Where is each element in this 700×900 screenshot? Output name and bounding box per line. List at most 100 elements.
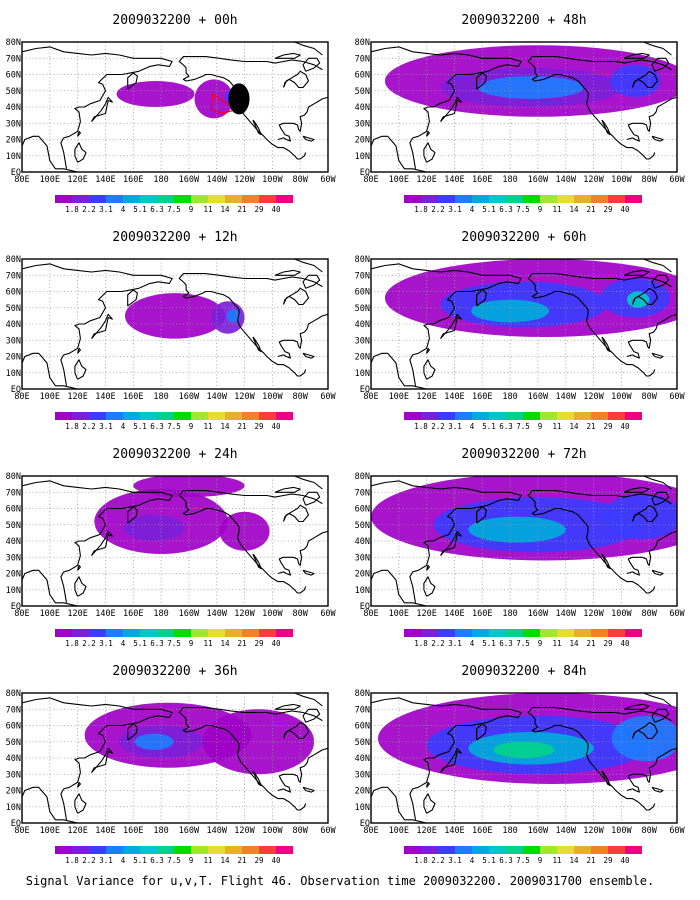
- variance-shading: [116, 79, 242, 119]
- x-tick-label: 80W: [642, 175, 658, 185]
- colorbar-label: 40: [271, 422, 281, 431]
- coastline: [178, 707, 323, 722]
- coastline: [371, 697, 522, 820]
- coastline: [631, 70, 659, 89]
- colorbar-swatch: [438, 412, 455, 420]
- map-frame: [370, 692, 678, 824]
- coastline: [77, 347, 81, 354]
- colorbar-label: 1.8: [65, 205, 79, 214]
- variance-shading: [124, 293, 245, 339]
- colorbar-swatch: [106, 846, 123, 854]
- coastline: [178, 56, 323, 71]
- colorbar-swatch: [557, 629, 574, 637]
- y-tick-label: EQ: [11, 168, 21, 178]
- y-tick-label: 70N: [355, 705, 370, 715]
- x-tick-label: 180: [502, 392, 517, 402]
- colorbar-swatch: [106, 195, 123, 203]
- colorbar-label: 11: [552, 205, 561, 214]
- y-tick-label: 10N: [355, 369, 370, 379]
- coastline: [127, 289, 138, 307]
- coastline: [178, 273, 323, 288]
- x-tick-label: 120W: [583, 826, 604, 836]
- coastline: [294, 693, 323, 707]
- colorbar-swatch: [174, 846, 191, 854]
- colorbar-swatch: [55, 846, 72, 854]
- x-tick-label: 160E: [123, 175, 143, 185]
- colorbar-label: 21: [237, 639, 246, 648]
- coastline: [77, 130, 81, 137]
- colorbar-swatch: [574, 195, 591, 203]
- x-tick-label: 100W: [611, 175, 632, 185]
- x-tick-label: 100E: [40, 175, 60, 185]
- gridlines: [22, 693, 328, 823]
- y-tick-label: 50N: [355, 304, 370, 314]
- coastline: [74, 576, 87, 597]
- coastline: [651, 708, 670, 723]
- x-tick-label: 140E: [95, 826, 115, 836]
- x-tick-label: 120E: [67, 826, 87, 836]
- colorbar: 1.8 2.2 3.1 4 5.1 6.3 7.5 9 11 14 21 29 40: [55, 629, 293, 648]
- colorbar-label: 7.5: [167, 205, 181, 214]
- coastlines: [22, 42, 328, 172]
- colorbar-swatch: [421, 412, 438, 420]
- colorbar-swatch: [276, 846, 293, 854]
- x-tick-label: 120E: [67, 609, 87, 619]
- x-tick-label: 160E: [472, 392, 492, 402]
- colorbar-swatch: [259, 195, 276, 203]
- variance-contour: [226, 309, 241, 323]
- colorbar-swatch: [591, 629, 608, 637]
- x-tick-label: 80E: [363, 826, 378, 836]
- x-tick-label: 140W: [206, 392, 227, 402]
- x-tick-label: 80W: [293, 609, 309, 619]
- colorbar-swatch: [591, 412, 608, 420]
- coastline: [626, 747, 677, 793]
- coastlines: [22, 259, 328, 389]
- coastline: [440, 747, 462, 773]
- coastlines: [22, 693, 328, 823]
- coastline: [626, 313, 677, 359]
- colorbar-label: 9: [538, 422, 543, 431]
- x-tick-label: 80E: [363, 392, 378, 402]
- variance-contour: [134, 733, 174, 750]
- colorbar-label: 40: [620, 422, 630, 431]
- coastlines: [22, 476, 328, 606]
- colorbar-swatch: [455, 629, 472, 637]
- colorbar-label: 29: [603, 205, 612, 214]
- colorbar-swatch: [140, 195, 157, 203]
- colorbar-label: 6.3: [150, 422, 164, 431]
- map-frame: [370, 475, 678, 607]
- colorbar-label: 4: [121, 205, 126, 214]
- coastlines: [371, 259, 677, 389]
- colorbar-swatch: [489, 195, 506, 203]
- variance-contour: [493, 741, 555, 758]
- coastline: [643, 476, 672, 490]
- y-tick-label: 60N: [355, 722, 370, 732]
- y-tick-label: 20N: [355, 787, 370, 797]
- panel-title: 2009032200 + 84h: [461, 664, 586, 679]
- x-tick-label: 60W: [320, 392, 336, 402]
- coastline: [631, 721, 659, 740]
- colorbar-label: 29: [603, 639, 612, 648]
- map-frame: [21, 475, 329, 607]
- x-tick-label: 100E: [40, 826, 60, 836]
- y-tick-label: EQ: [11, 602, 21, 612]
- colorbar-swatch: [123, 629, 140, 637]
- colorbar-label: 9: [189, 205, 194, 214]
- colorbar-swatch: [191, 195, 208, 203]
- colorbar-swatch: [123, 412, 140, 420]
- colorbar-label: 21: [586, 856, 595, 865]
- colorbar-swatch: [506, 412, 523, 420]
- colorbar-label: 21: [237, 422, 246, 431]
- x-tick-label: 60W: [669, 609, 685, 619]
- x-tick-label: 80E: [14, 609, 29, 619]
- x-tick-label: 100W: [611, 826, 632, 836]
- coastline: [423, 576, 436, 597]
- colorbar-label: 6.3: [150, 639, 164, 648]
- coastline: [127, 506, 138, 524]
- variance-shading: [84, 702, 315, 775]
- x-tick-label: 100E: [389, 175, 409, 185]
- x-tick-label: 180: [502, 609, 517, 619]
- coastline: [302, 352, 315, 359]
- colorbar-label: 14: [220, 422, 230, 431]
